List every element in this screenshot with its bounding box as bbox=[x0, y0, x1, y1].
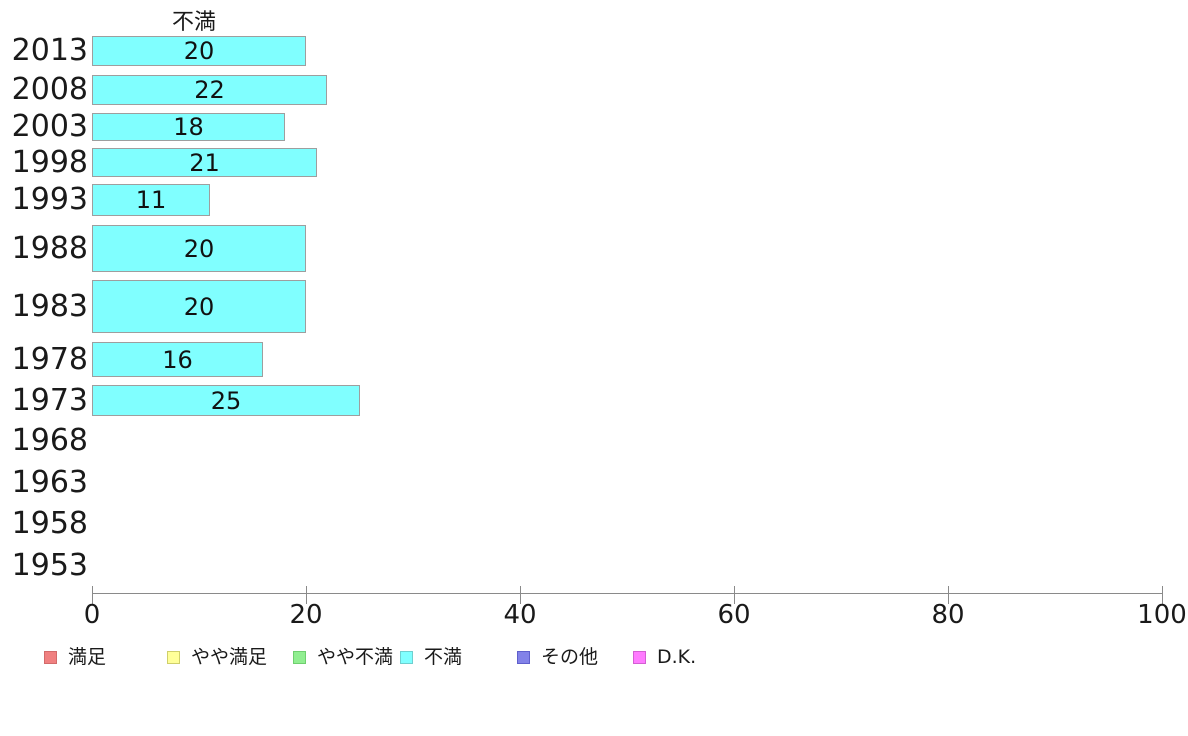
x-tick-label: 100 bbox=[1137, 600, 1187, 630]
legend-item: やや満足 bbox=[167, 645, 267, 669]
legend-swatch bbox=[400, 650, 413, 664]
legend-swatch bbox=[293, 650, 306, 664]
bar-value-label: 25 bbox=[210, 386, 242, 415]
y-category-label: 2003 bbox=[11, 109, 88, 144]
bar: 21 bbox=[92, 148, 317, 177]
x-tick-mark bbox=[520, 586, 521, 604]
bar: 16 bbox=[92, 342, 263, 377]
legend-label: D.K. bbox=[657, 645, 697, 668]
x-tick-mark bbox=[306, 586, 307, 604]
x-tick-mark bbox=[948, 586, 949, 604]
x-tick-label: 80 bbox=[931, 600, 965, 630]
legend-swatch bbox=[44, 650, 57, 664]
bar-value-label: 20 bbox=[183, 234, 215, 263]
x-tick-mark bbox=[734, 586, 735, 604]
legend-swatch bbox=[517, 650, 530, 664]
bar: 20 bbox=[92, 36, 306, 66]
bar: 18 bbox=[92, 113, 285, 141]
legend-item: 不満 bbox=[400, 645, 462, 669]
legend-label: 不満 bbox=[424, 645, 463, 668]
legend-item: 満足 bbox=[44, 645, 106, 669]
y-category-label: 1988 bbox=[11, 230, 88, 266]
bar-value-label: 20 bbox=[183, 292, 215, 321]
bar: 11 bbox=[92, 184, 210, 216]
bar-value-label: 11 bbox=[135, 186, 167, 214]
y-category-label: 1998 bbox=[11, 144, 88, 180]
y-category-label: 1968 bbox=[11, 423, 88, 458]
y-category-label: 1963 bbox=[11, 465, 88, 500]
x-tick-label: 20 bbox=[289, 600, 323, 630]
y-category-label: 1958 bbox=[11, 506, 88, 541]
legend-item: D.K. bbox=[633, 645, 696, 669]
y-category-label: 2013 bbox=[11, 33, 88, 68]
x-tick-mark bbox=[92, 586, 93, 604]
bar: 20 bbox=[92, 280, 306, 333]
y-category-label: 1978 bbox=[11, 341, 88, 377]
bar-value-label: 16 bbox=[162, 345, 193, 374]
legend-swatch bbox=[167, 650, 180, 664]
bar: 20 bbox=[92, 225, 306, 272]
x-tick-label: 40 bbox=[503, 600, 537, 630]
legend-item: その他 bbox=[517, 645, 598, 669]
y-category-label: 2008 bbox=[11, 72, 88, 107]
bar-value-label: 18 bbox=[173, 113, 204, 141]
x-axis-line bbox=[92, 593, 1162, 594]
y-category-label: 1973 bbox=[11, 382, 88, 418]
legend-swatch bbox=[633, 650, 646, 664]
legend-item: やや不満 bbox=[293, 645, 393, 669]
y-category-label: 1953 bbox=[11, 548, 88, 583]
x-tick-label: 0 bbox=[83, 600, 101, 630]
x-tick-mark bbox=[1162, 586, 1163, 604]
legend-label: 満足 bbox=[68, 645, 107, 668]
y-category-label: 1983 bbox=[11, 288, 88, 324]
y-category-label: 1993 bbox=[11, 182, 88, 217]
chart-title: 不満 bbox=[172, 10, 217, 35]
bar: 22 bbox=[92, 75, 327, 105]
x-tick-label: 60 bbox=[717, 600, 751, 630]
legend-label: やや満足 bbox=[191, 645, 268, 668]
legend-label: やや不満 bbox=[317, 645, 394, 668]
bar-value-label: 22 bbox=[194, 76, 225, 104]
bar-value-label: 21 bbox=[189, 148, 220, 177]
legend-label: その他 bbox=[541, 645, 599, 668]
bar-value-label: 20 bbox=[183, 37, 215, 65]
bar: 25 bbox=[92, 385, 360, 416]
